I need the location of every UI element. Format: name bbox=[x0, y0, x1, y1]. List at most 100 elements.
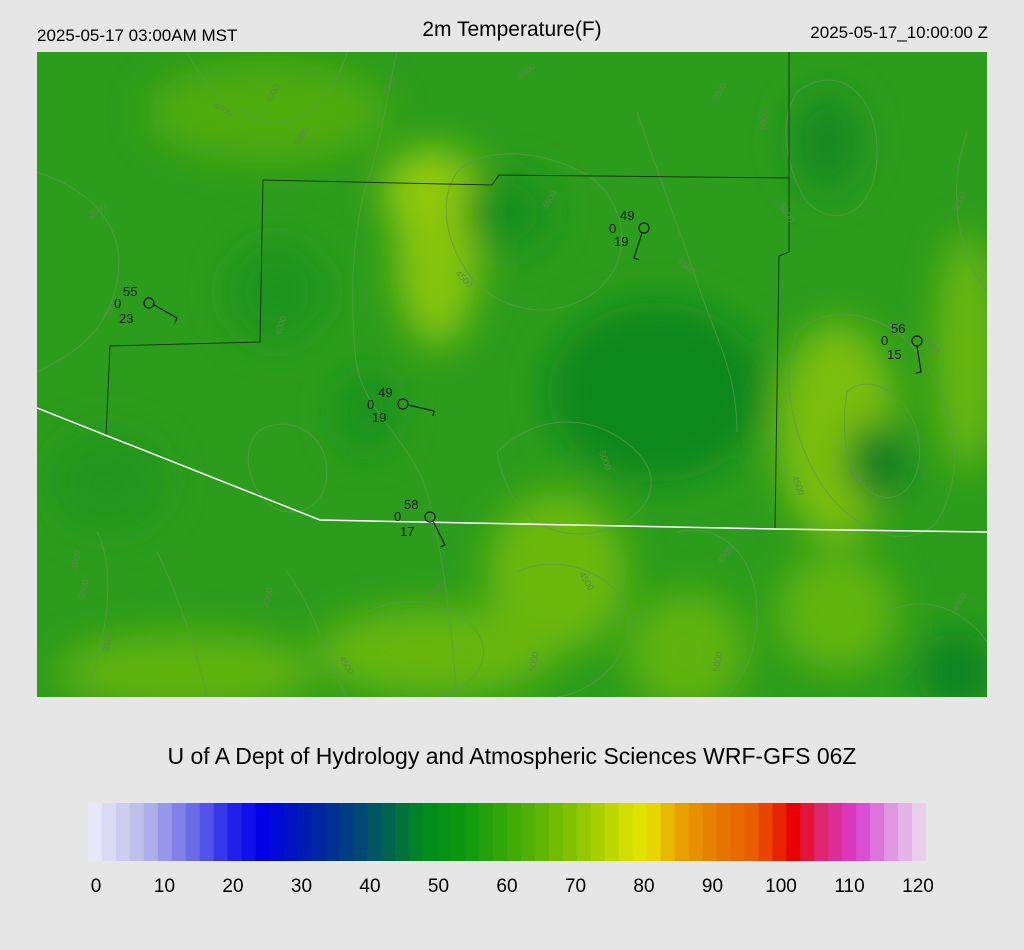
color-scale-block bbox=[730, 803, 746, 861]
color-scale-block bbox=[339, 803, 354, 861]
color-scale-block bbox=[772, 803, 787, 861]
state-boundary bbox=[37, 407, 987, 533]
color-scale-block bbox=[353, 803, 368, 861]
color-scale-block bbox=[325, 803, 340, 861]
contour-label: 5000 bbox=[77, 579, 90, 600]
station-temperature: 56 bbox=[891, 321, 905, 336]
station-plot: 49 0 19 bbox=[609, 208, 650, 261]
color-scale-block bbox=[227, 803, 243, 861]
color-scale-block bbox=[423, 803, 438, 861]
station-plot: 58 0 17 bbox=[394, 497, 446, 548]
color-scale-tick-label: 100 bbox=[765, 876, 797, 897]
color-scale-block bbox=[660, 803, 676, 861]
color-scale-block bbox=[157, 803, 173, 861]
contour-label: 5000 bbox=[757, 109, 770, 130]
color-scale-block bbox=[576, 803, 592, 861]
credit-text: U of A Dept of Hydrology and Atmospheric… bbox=[167, 743, 857, 769]
color-scale-block bbox=[507, 803, 522, 861]
station-cloud-cover: 0 bbox=[881, 333, 888, 348]
color-scale-block bbox=[898, 803, 913, 861]
station-cloud-cover: 0 bbox=[367, 397, 374, 412]
color-scale-tick-label: 30 bbox=[290, 876, 313, 897]
color-scale-tick-label: 80 bbox=[633, 876, 655, 897]
color-scale-bar bbox=[88, 803, 926, 861]
color-scale-block bbox=[479, 803, 494, 861]
color-scale-block bbox=[702, 803, 718, 861]
color-scale-block bbox=[451, 803, 466, 861]
color-scale-tick-label: 110 bbox=[834, 876, 865, 897]
color-scale-block bbox=[674, 803, 690, 861]
color-scale-tick-label: 120 bbox=[902, 876, 934, 897]
color-scale-block bbox=[213, 803, 229, 861]
station-dewpoint: 19 bbox=[614, 234, 628, 249]
color-scale-block bbox=[604, 803, 620, 861]
station-cloud-cover: 0 bbox=[394, 509, 401, 524]
color-scale-block bbox=[101, 803, 117, 861]
color-scale-block bbox=[870, 803, 885, 861]
station-dewpoint: 17 bbox=[400, 524, 414, 539]
color-scale-block bbox=[381, 803, 396, 861]
color-scale-block bbox=[143, 803, 159, 861]
color-scale-block bbox=[311, 803, 327, 861]
color-scale-block bbox=[199, 803, 215, 861]
color-scale-block bbox=[409, 803, 424, 861]
color-scale-tick-label: 90 bbox=[701, 876, 724, 897]
station-plot: 49 0 19 bbox=[367, 385, 435, 425]
color-scale-tick-label: 20 bbox=[222, 876, 244, 897]
color-scale-block bbox=[800, 803, 815, 861]
color-scale-block bbox=[129, 803, 145, 861]
station-cloud-cover: 0 bbox=[114, 296, 121, 311]
contour-label: 5000 bbox=[711, 651, 724, 672]
color-scale-block bbox=[297, 803, 313, 861]
color-scale-block bbox=[744, 803, 759, 861]
temperature-shading bbox=[47, 62, 987, 697]
color-scale-tick-label: 50 bbox=[427, 876, 450, 897]
color-scale-block bbox=[269, 803, 285, 861]
color-scale-block bbox=[856, 803, 871, 861]
color-scale-block bbox=[88, 803, 103, 861]
color-scale-block bbox=[828, 803, 843, 861]
temperature-map: 3000 4000 4000 3500 3500 3500 4000 4500 … bbox=[37, 52, 987, 697]
station-dewpoint: 15 bbox=[887, 347, 901, 362]
color-scale-block bbox=[842, 803, 857, 861]
color-scale-block bbox=[562, 803, 578, 861]
color-scale-block bbox=[786, 803, 801, 861]
station-plots: 55 0 23 49 0 19 49 0 19 56 0 15 bbox=[114, 208, 923, 548]
color-scale-block bbox=[884, 803, 899, 861]
station-dewpoint: 19 bbox=[372, 410, 386, 425]
color-scale-block bbox=[241, 803, 257, 861]
color-scale-block bbox=[688, 803, 704, 861]
color-scale-block bbox=[632, 803, 648, 861]
station-plot: 55 0 23 bbox=[114, 284, 178, 326]
station-temperature: 49 bbox=[620, 208, 634, 223]
color-scale-block bbox=[590, 803, 606, 861]
station-temperature: 55 bbox=[123, 284, 137, 299]
color-scale-block bbox=[465, 803, 480, 861]
color-scale-block bbox=[520, 803, 536, 861]
color-scale-block bbox=[395, 803, 410, 861]
contour-label: 5000 bbox=[527, 651, 540, 672]
color-scale-block bbox=[115, 803, 131, 861]
color-scale-labels: 0 10 20 30 40 50 60 70 80 90 100 110 120 bbox=[0, 876, 1024, 900]
color-scale-block bbox=[171, 803, 187, 861]
contour-label: 4500 bbox=[69, 549, 82, 570]
station-cloud-cover: 0 bbox=[609, 221, 616, 236]
color-scale-tick-label: 0 bbox=[90, 876, 102, 897]
color-scale-block bbox=[255, 803, 271, 861]
station-temperature: 58 bbox=[404, 497, 418, 512]
contour-lines bbox=[37, 52, 987, 697]
valid-time-utc: 2025-05-17_10:00:00 Z bbox=[810, 23, 988, 42]
station-dewpoint: 23 bbox=[119, 311, 133, 326]
color-scale-block bbox=[367, 803, 382, 861]
contour-label: 3500 bbox=[101, 631, 114, 652]
color-scale-block bbox=[493, 803, 508, 861]
county-boundaries bbox=[105, 52, 790, 530]
color-scale-block bbox=[716, 803, 732, 861]
color-scale-tick-label: 40 bbox=[359, 876, 381, 897]
color-scale-block bbox=[814, 803, 829, 861]
color-scale-tick-label: 60 bbox=[496, 876, 518, 897]
color-scale-block bbox=[185, 803, 201, 861]
color-scale-block bbox=[548, 803, 564, 861]
color-scale-block bbox=[283, 803, 299, 861]
contour-label: 4000 bbox=[261, 587, 274, 608]
